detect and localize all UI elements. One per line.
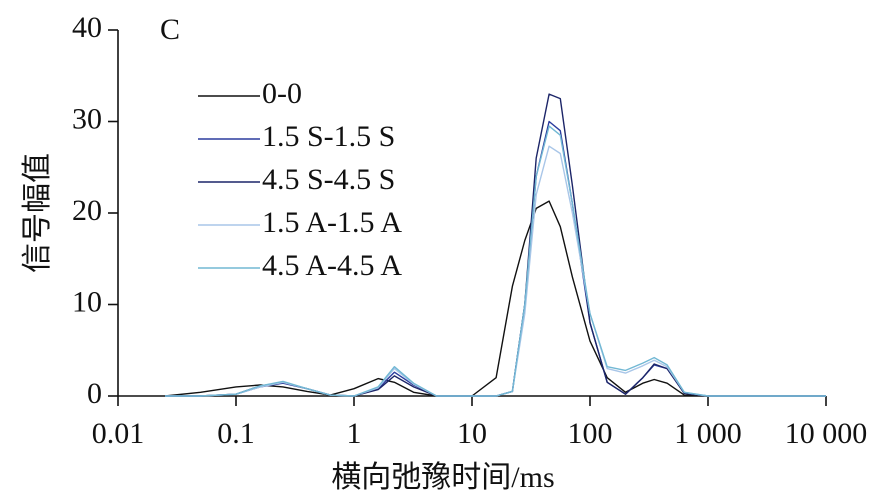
x-tick-label: 1 xyxy=(347,417,362,450)
legend-label: 1.5 S-1.5 S xyxy=(262,120,395,153)
legend-label: 0-0 xyxy=(262,77,302,110)
x-tick-label: 0.01 xyxy=(92,417,145,450)
x-tick-label: 100 xyxy=(568,417,613,450)
x-axis-label: 横向弛豫时间/ms xyxy=(331,461,554,494)
x-tick-label: 0.1 xyxy=(217,417,255,450)
y-tick-label: 20 xyxy=(72,194,102,227)
y-axis-label: 信号幅值 xyxy=(21,153,54,273)
legend-label: 4.5 A-4.5 A xyxy=(262,249,402,282)
x-tick-label: 10 000 xyxy=(785,417,868,450)
y-tick-label: 40 xyxy=(72,11,102,44)
series-line xyxy=(165,125,826,397)
y-tick-label: 10 xyxy=(72,285,102,318)
y-tick-label: 0 xyxy=(87,377,102,410)
panel-label: C xyxy=(160,13,180,46)
legend-label: 1.5 A-1.5 A xyxy=(262,206,402,239)
x-tick-label: 10 xyxy=(457,417,487,450)
legend-label: 4.5 S-4.5 S xyxy=(262,163,395,196)
x-tick-label: 1 000 xyxy=(674,417,742,450)
series-line xyxy=(164,200,826,397)
y-tick-label: 30 xyxy=(72,102,102,135)
